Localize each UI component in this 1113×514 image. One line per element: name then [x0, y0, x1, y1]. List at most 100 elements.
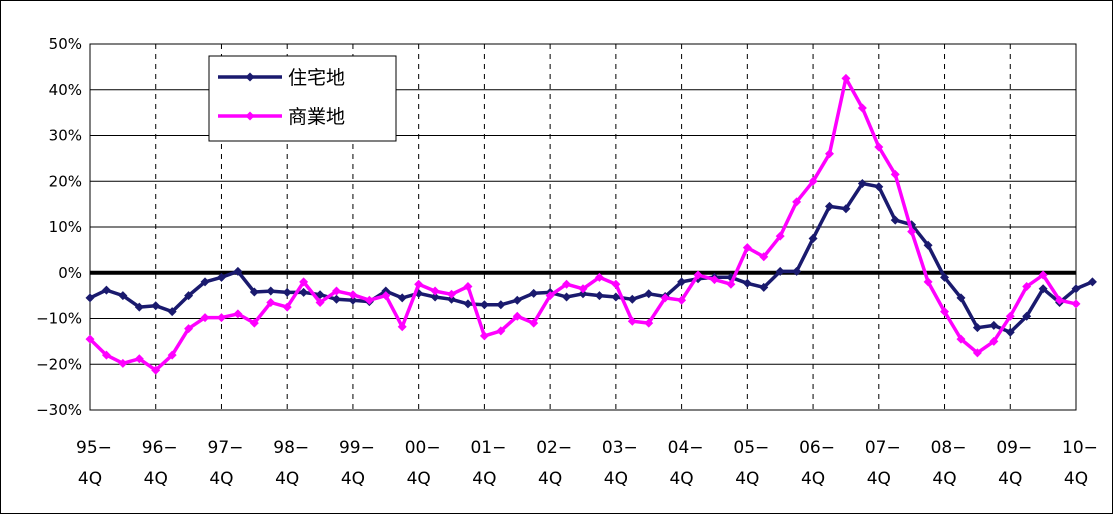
- x-tick-label-top: 06−: [799, 438, 835, 458]
- data-point: [940, 272, 950, 282]
- data-point: [496, 326, 506, 336]
- y-tick-label: 30%: [49, 127, 82, 145]
- data-point: [151, 365, 161, 375]
- data-point: [200, 277, 210, 287]
- x-tick-label-top: 01−: [470, 438, 506, 458]
- data-point: [479, 331, 489, 341]
- data-point: [890, 169, 900, 179]
- data-point: [348, 290, 358, 300]
- data-point: [118, 291, 128, 301]
- data-point: [447, 289, 457, 299]
- data-point: [578, 284, 588, 294]
- data-point: [792, 266, 802, 276]
- x-tick-label-top: 98−: [273, 438, 309, 458]
- data-point: [907, 227, 917, 237]
- data-point: [85, 334, 95, 344]
- data-point: [627, 316, 637, 326]
- x-tick-label-bottom: 4Q: [801, 469, 825, 489]
- data-point: [414, 279, 424, 289]
- data-point: [742, 243, 752, 253]
- data-point: [397, 293, 407, 303]
- data-point: [1022, 311, 1032, 321]
- data-point: [463, 281, 473, 291]
- x-tick-label-top: 02−: [536, 438, 572, 458]
- data-point: [562, 292, 572, 302]
- data-point: [677, 295, 687, 305]
- data-point: [282, 302, 292, 312]
- data-point: [989, 336, 999, 346]
- legend-item: 住宅地: [218, 67, 345, 89]
- data-point: [841, 73, 851, 83]
- data-point: [299, 287, 309, 297]
- data-point: [348, 295, 358, 305]
- data-point: [1005, 327, 1015, 337]
- data-point: [118, 358, 128, 368]
- data-point: [430, 286, 440, 296]
- data-point: [364, 295, 374, 305]
- data-point: [134, 302, 144, 312]
- data-point: [709, 275, 719, 285]
- data-point: [841, 204, 851, 214]
- x-tick-label-bottom: 4Q: [275, 469, 299, 489]
- data-point: [825, 149, 834, 159]
- data-point: [808, 233, 818, 243]
- data-point: [594, 272, 604, 282]
- x-tick-label-top: 10−: [1062, 438, 1098, 458]
- data-point: [857, 103, 867, 113]
- x-tick-label-top: 08−: [931, 438, 967, 458]
- data-point: [101, 350, 111, 360]
- data-point: [1055, 295, 1065, 305]
- data-point: [562, 279, 572, 289]
- y-tick-label: −30%: [36, 401, 82, 419]
- data-point: [249, 287, 259, 297]
- data-point: [266, 297, 276, 307]
- data-point: [677, 277, 687, 287]
- data-point: [315, 297, 325, 307]
- y-tick-label: 10%: [49, 218, 82, 236]
- x-tick-label-top: 09−: [996, 438, 1032, 458]
- legend-box: [208, 55, 397, 142]
- data-point: [940, 307, 950, 317]
- x-tick-label-bottom: 4Q: [867, 469, 891, 489]
- data-point: [857, 179, 867, 189]
- data-point: [216, 313, 226, 323]
- x-tick-label-top: 95−: [76, 438, 112, 458]
- series-group: [85, 73, 1097, 375]
- legend-item: 商業地: [218, 106, 345, 128]
- data-point: [184, 291, 194, 301]
- data-point: [299, 277, 309, 287]
- data-point: [792, 197, 802, 207]
- data-point: [742, 278, 752, 288]
- x-tick-label-top: 96−: [142, 438, 178, 458]
- data-point: [512, 311, 522, 321]
- data-point: [759, 282, 769, 292]
- data-point: [381, 286, 391, 296]
- x-tick-label-bottom: 4Q: [209, 469, 233, 489]
- x-tick-label-bottom: 4Q: [998, 469, 1022, 489]
- x-tick-label-bottom: 4Q: [78, 469, 102, 489]
- x-tick-label-top: 05−: [733, 438, 769, 458]
- data-point: [759, 252, 769, 262]
- data-point: [266, 286, 276, 296]
- data-point: [611, 279, 621, 289]
- data-point: [245, 72, 255, 82]
- x-tick-label-top: 04−: [668, 438, 704, 458]
- data-point: [1005, 311, 1015, 321]
- data-point: [874, 142, 884, 152]
- data-point: [233, 309, 243, 319]
- legend-label: 商業地: [288, 106, 345, 128]
- y-axis-ticks: 50% 40% 30% 20% 10% 0% −10% −20% −30%: [36, 35, 82, 419]
- x-tick-label-top: 03−: [602, 438, 638, 458]
- x-tick-label-bottom: 4Q: [341, 469, 365, 489]
- data-point: [808, 176, 818, 186]
- data-point: [332, 294, 341, 304]
- data-point: [463, 299, 473, 309]
- data-point: [972, 348, 982, 358]
- data-point: [479, 300, 489, 310]
- data-point: [890, 215, 900, 225]
- data-point: [529, 318, 539, 328]
- data-point: [233, 266, 243, 276]
- x-tick-label-bottom: 4Q: [604, 469, 628, 489]
- data-point: [496, 300, 506, 310]
